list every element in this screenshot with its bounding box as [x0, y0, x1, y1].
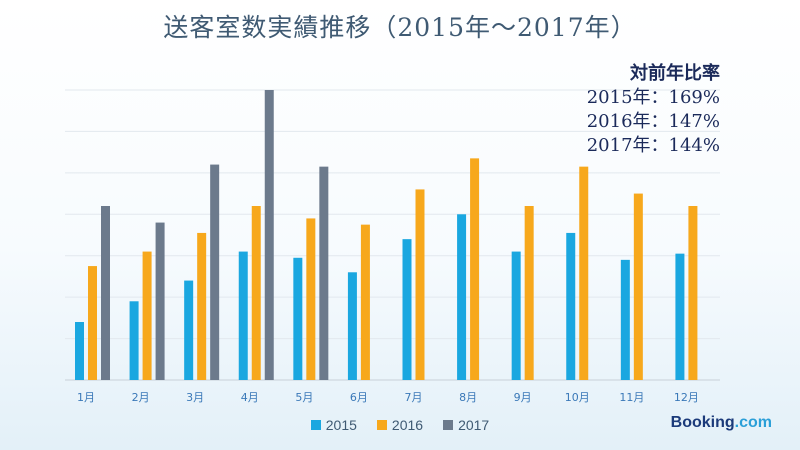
x-tick-label-4: 4月 [241, 391, 259, 404]
bar-2016-3 [197, 232, 207, 380]
bar-2016-6 [360, 224, 370, 380]
bar-2016-8 [470, 158, 480, 380]
x-tick-label-2: 2月 [132, 391, 150, 404]
brand-text-1: Booking [670, 414, 735, 431]
legend-swatch-2017 [443, 420, 454, 430]
x-tick-label-6: 6月 [350, 391, 368, 404]
bar-2017-1 [101, 206, 110, 380]
x-tick-label-10: 10月 [565, 391, 590, 404]
yoy-line-2017: 2017年：144% [586, 135, 720, 156]
bar-2015-5 [293, 257, 303, 380]
x-tick-label-5: 5月 [295, 391, 313, 404]
bar-2015-2 [129, 301, 139, 380]
bar-2016-10 [579, 166, 589, 380]
x-tick-labels: 1月 2月 3月 4月 5月 6月 7月 8月 9月 10月 11月 12月 [77, 391, 699, 404]
brand-text-2: .com [734, 414, 772, 431]
bar-2017-3 [210, 164, 220, 380]
bar-2016-5 [306, 218, 316, 380]
x-tick-label-7: 7月 [405, 391, 423, 404]
bar-2016-12 [688, 206, 698, 380]
x-tick-label-9: 9月 [514, 391, 532, 404]
bar-2015-1 [75, 322, 84, 380]
bar-2016-11 [633, 193, 643, 380]
legend-swatch-2015 [310, 420, 321, 430]
gridlines [65, 89, 720, 381]
yoy-line-2016: 2016年：147% [586, 111, 720, 132]
bar-2015-8 [457, 214, 467, 380]
x-tick-label-8: 8月 [459, 391, 477, 404]
bar-2017-2 [155, 222, 165, 380]
bar-2017-5 [319, 166, 329, 380]
bar-2015-6 [347, 272, 357, 380]
yoy-ratio-box: 対前年比率 2015年：169% 2016年：147% 2017年：144% [560, 62, 720, 158]
bar-2016-7 [415, 189, 425, 380]
legend-label-2016: 2016 [391, 417, 424, 433]
chart-title: 送客室数実績推移（2015年～2017年） [163, 13, 637, 42]
bar-2016-1 [88, 266, 97, 380]
bar-2016-4 [251, 206, 261, 380]
legend-item-2017: 2017 [443, 417, 489, 433]
x-tick-label-12: 12月 [674, 391, 699, 404]
legend-label-2017: 2017 [458, 417, 490, 433]
bar-2017-4 [264, 90, 274, 380]
bar-2016-2 [142, 251, 152, 380]
bar-2015-3 [184, 280, 194, 380]
bar-2015-10 [566, 232, 576, 380]
x-tick-label-11: 11月 [619, 391, 644, 404]
legend-label-2015: 2015 [325, 417, 357, 433]
bar-2015-11 [620, 259, 630, 380]
legend-item-2016: 2016 [376, 417, 424, 433]
bar-2015-7 [402, 239, 412, 380]
x-tick-label-3: 3月 [186, 391, 204, 404]
yoy-line-2015: 2015年：169% [586, 87, 720, 108]
bar-2015-4 [238, 251, 248, 380]
yoy-title: 対前年比率 [630, 63, 720, 84]
legend-swatch-2016 [376, 420, 387, 430]
bars [75, 90, 698, 380]
bar-2015-9 [511, 251, 521, 380]
legend-item-2015: 2015 [310, 417, 357, 433]
legend: 2015 2016 2017 [0, 417, 800, 433]
bar-2015-12 [675, 253, 685, 380]
bar-2016-9 [524, 206, 534, 380]
booking-logo: Booking.com [671, 414, 772, 432]
x-tick-label-1: 1月 [77, 391, 95, 404]
